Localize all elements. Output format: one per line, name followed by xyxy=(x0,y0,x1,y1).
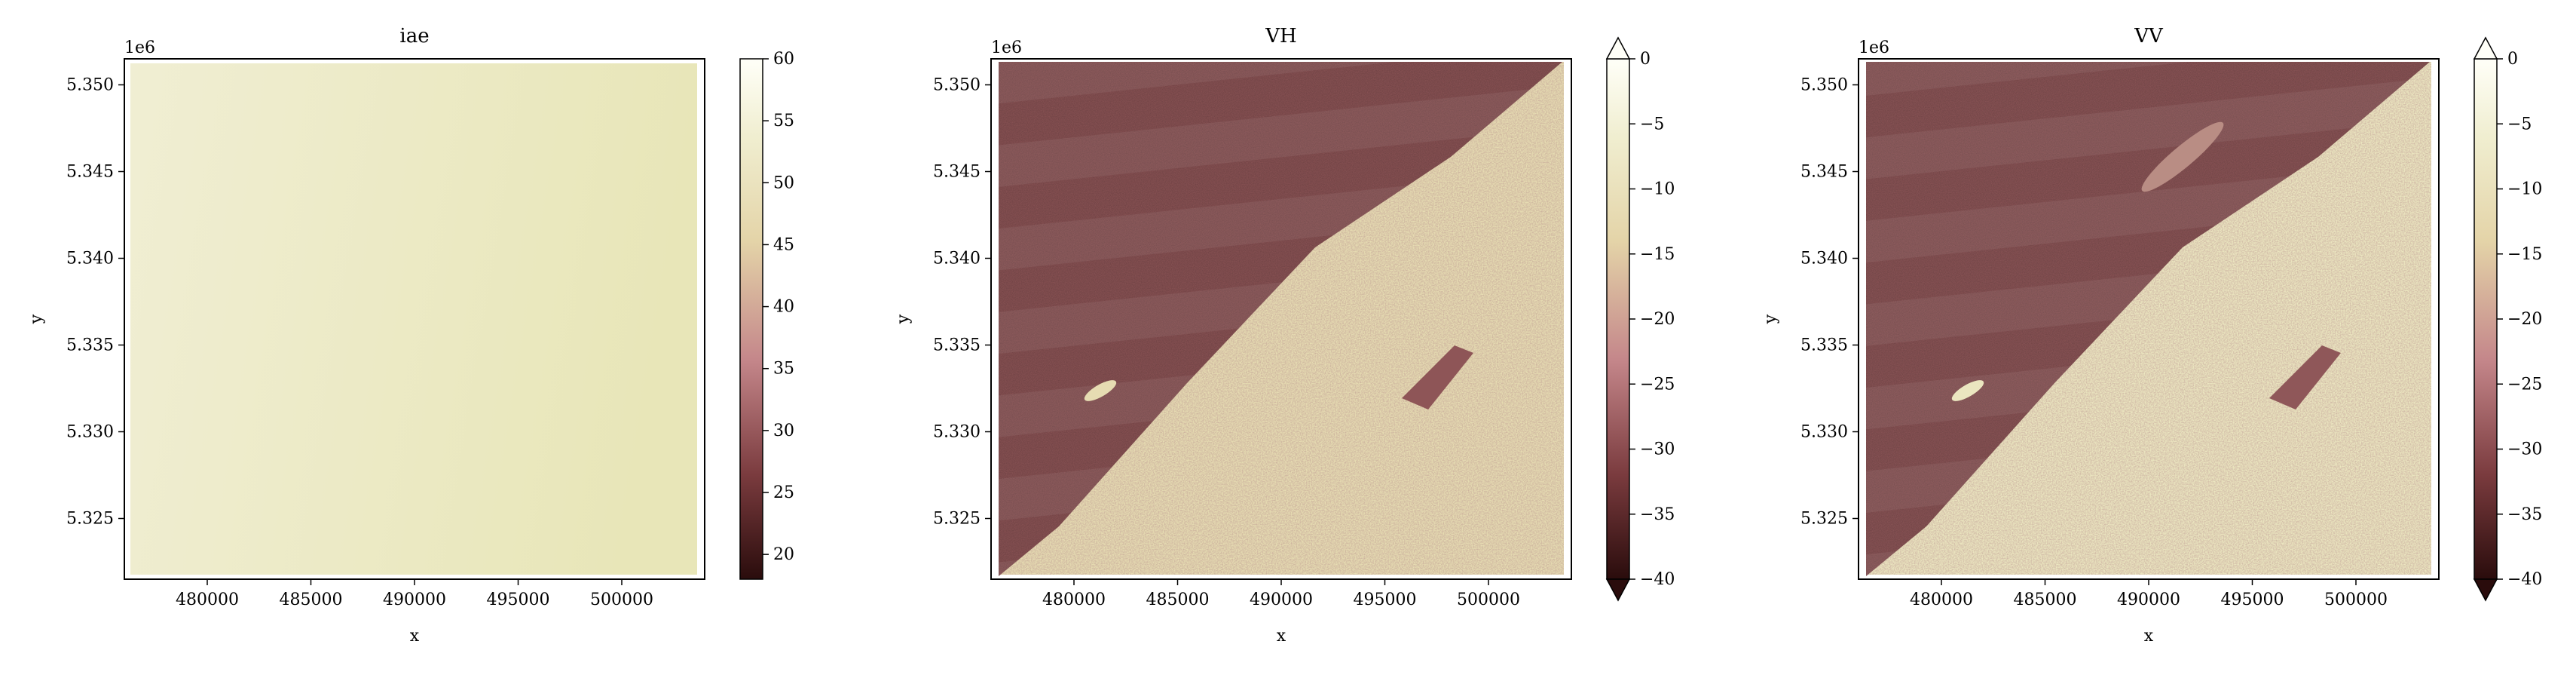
colorbar-tick-label: 25 xyxy=(773,483,794,502)
panel-iae: iae 1e6 480000 485000 490000 495000 500000 5.32… xyxy=(27,25,794,646)
colorbar-tick-label: −25 xyxy=(1640,375,1675,394)
colorbar-tick-label: 30 xyxy=(773,422,794,440)
image-field xyxy=(130,63,697,575)
colorbar-extend-max xyxy=(1605,36,1631,60)
colorbar-tick-label: −15 xyxy=(1640,245,1675,264)
colorbar-tick-label: 40 xyxy=(773,298,794,317)
x-tick-label: 485000 xyxy=(1146,591,1210,609)
y-tick-label: 5.350 xyxy=(933,76,981,95)
slick-feature xyxy=(2141,121,2224,192)
y-offset-label: 1e6 xyxy=(124,38,155,57)
x-tick-label: 480000 xyxy=(1042,591,1106,609)
x-tick-label: 495000 xyxy=(1354,591,1417,609)
water-stripes xyxy=(1866,62,2430,576)
colorbar-tick-label: 0 xyxy=(1640,50,1651,69)
y-tick-label: 5.325 xyxy=(66,510,114,529)
water-stripes xyxy=(999,62,1562,576)
x-tick-label: 500000 xyxy=(2324,591,2388,609)
colorbar-tick-label: −40 xyxy=(2507,570,2542,589)
colorbar-tick-label: −40 xyxy=(1640,570,1675,589)
y-tick-label: 5.350 xyxy=(66,76,114,95)
y-tick-label: 5.345 xyxy=(66,163,114,182)
colorbar-tick-label: −25 xyxy=(2507,375,2542,394)
colorbar-tick-label: −20 xyxy=(1640,310,1675,329)
y-axis-label: y xyxy=(27,314,46,324)
colorbar-tick-label: −35 xyxy=(2507,505,2542,524)
y-tick-label: 5.330 xyxy=(66,423,114,442)
x-tick-label: 480000 xyxy=(176,591,239,609)
panel-title: iae xyxy=(399,25,429,48)
y-tick-label: 5.340 xyxy=(66,250,114,268)
y-tick-label: 5.335 xyxy=(1800,336,1848,355)
colorbar-tick-label: 45 xyxy=(773,235,794,254)
y-offset-label: 1e6 xyxy=(991,38,1022,57)
colorbar-tick-label: 50 xyxy=(773,173,794,192)
x-tick-label: 490000 xyxy=(2117,591,2180,609)
colorbar-tick-label: 35 xyxy=(773,360,794,379)
y-tick-label: 5.345 xyxy=(933,163,981,182)
y-tick-label: 5.340 xyxy=(1800,250,1848,268)
island-feature xyxy=(1084,380,1117,401)
colorbar-tick-label: 0 xyxy=(2507,50,2518,69)
y-offset-label: 1e6 xyxy=(1859,38,1889,57)
panel-vv: VV 1e6 480000 485000 490000 495000 500000 5.325… xyxy=(1761,25,2542,646)
colorbar-extend-min xyxy=(2473,578,2498,602)
x-tick-label: 490000 xyxy=(383,591,446,609)
x-axis-label: x xyxy=(2144,627,2154,646)
image-layer xyxy=(999,62,1564,576)
y-tick-label: 5.325 xyxy=(933,510,981,529)
colorbar-extend-min xyxy=(1605,578,1631,602)
colorbar xyxy=(1606,58,1630,580)
x-tick-label: 500000 xyxy=(590,591,653,609)
colorbar-tick-label: −15 xyxy=(2507,245,2542,264)
y-axis-label: y xyxy=(1761,314,1780,324)
y-tick-label: 5.330 xyxy=(933,423,981,442)
x-tick-label: 495000 xyxy=(2221,591,2284,609)
x-tick-label: 485000 xyxy=(2014,591,2077,609)
colorbar-tick-label: −35 xyxy=(1640,505,1675,524)
image-layer xyxy=(130,63,697,575)
colorbar-tick-label: −30 xyxy=(1640,440,1675,459)
colorbar-tick-label: 20 xyxy=(773,545,794,564)
colorbar-tick-label: −5 xyxy=(2507,115,2532,133)
lake-feature xyxy=(2269,345,2341,410)
x-tick-label: 480000 xyxy=(1910,591,1973,609)
y-tick-label: 5.325 xyxy=(1800,510,1848,529)
lake-feature xyxy=(1402,345,1473,410)
colorbar xyxy=(2474,58,2498,580)
x-tick-label: 500000 xyxy=(1457,591,1520,609)
colorbar-extend-max xyxy=(2473,36,2498,60)
y-tick-label: 5.335 xyxy=(933,336,981,355)
y-tick-label: 5.340 xyxy=(933,250,981,268)
panel-vh: VH 1e6 480000 485000 490000 495000 500000 5.325… xyxy=(894,25,1675,646)
y-tick-label: 5.345 xyxy=(1800,163,1848,182)
y-axis-label: y xyxy=(894,314,913,324)
colorbar-tick-label: −30 xyxy=(2507,440,2542,459)
colorbar-tick-label: 60 xyxy=(773,50,794,69)
x-axis-label: x xyxy=(410,627,420,646)
panel-title: VH xyxy=(1265,25,1296,48)
x-tick-label: 485000 xyxy=(280,591,343,609)
colorbar xyxy=(739,58,763,580)
colorbar-tick-label: −10 xyxy=(1640,180,1675,199)
colorbar-tick-label: 55 xyxy=(773,112,794,130)
colorbar-tick-label: −20 xyxy=(2507,310,2542,329)
x-tick-label: 490000 xyxy=(1250,591,1313,609)
y-tick-label: 5.335 xyxy=(66,336,114,355)
x-axis-label: x xyxy=(1277,627,1286,646)
panel-title: VV xyxy=(2134,25,2164,48)
colorbar-tick-label: −10 xyxy=(2507,180,2542,199)
x-tick-label: 495000 xyxy=(487,591,550,609)
colorbar-tick-label: −5 xyxy=(1640,115,1664,133)
y-tick-label: 5.350 xyxy=(1800,76,1848,95)
y-tick-label: 5.330 xyxy=(1800,423,1848,442)
image-layer xyxy=(1866,62,2431,576)
island-feature xyxy=(1951,380,1984,401)
